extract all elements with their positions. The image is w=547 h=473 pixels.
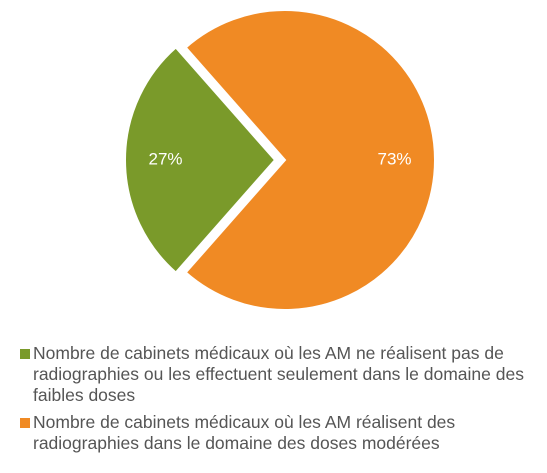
slice-label: 73% [377,149,411,168]
pie-slice [124,46,277,274]
legend-label: Nombre de cabinets médicaux où les AM ré… [33,412,456,453]
legend-item: Nombre de cabinets médicaux où les AM ré… [20,412,540,454]
legend-label: Nombre de cabinets médicaux où les AM ne… [33,343,524,405]
chart: 27% 73% [124,9,436,311]
legend-item: Nombre de cabinets médicaux où les AM ne… [20,343,540,406]
legend-swatch [20,418,30,428]
legend: Nombre de cabinets médicaux où les AM ne… [20,343,540,460]
pie-slice [184,9,436,311]
slice-label: 27% [148,149,182,168]
legend-swatch [20,349,30,359]
